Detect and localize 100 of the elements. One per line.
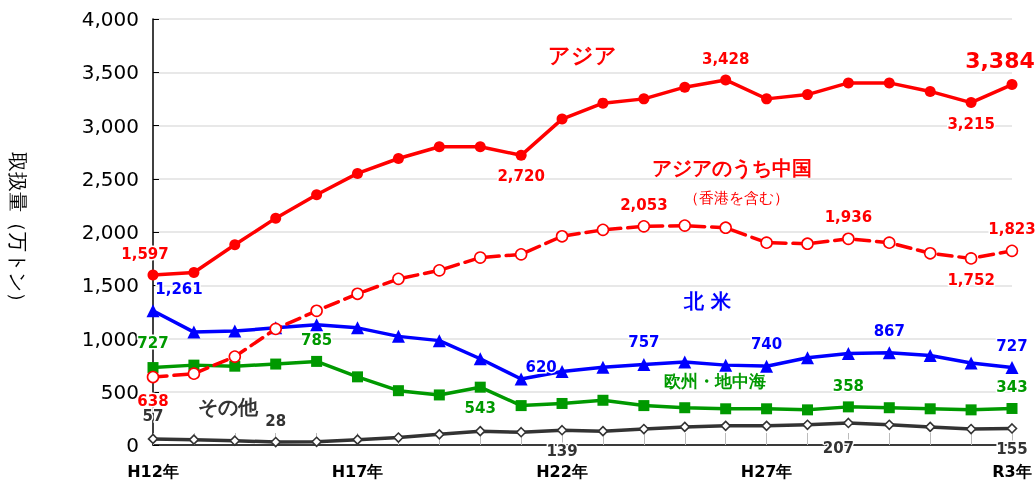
point (1006, 79, 1018, 91)
point (229, 239, 241, 251)
data-label: 740 (750, 335, 783, 354)
point (147, 269, 159, 281)
point (800, 351, 814, 365)
data-label: 358 (832, 376, 865, 395)
point (761, 403, 773, 415)
point (433, 264, 446, 277)
point (311, 355, 323, 367)
y-axis-title: 取扱量（万トン） (6, 152, 30, 312)
y-tick-label: 4,000 (81, 7, 139, 31)
y-tick-label: 500 (100, 379, 139, 404)
point (760, 236, 773, 249)
annotation: （香港を含む） (684, 188, 789, 207)
point (311, 189, 323, 201)
y-tick-label: 0 (126, 433, 139, 457)
point (432, 334, 446, 348)
point (392, 272, 405, 286)
point (760, 359, 774, 373)
point (473, 352, 487, 366)
point (310, 318, 324, 332)
data-label: 1,823 (988, 220, 1035, 239)
point (965, 423, 977, 435)
point (802, 419, 813, 431)
point (801, 404, 813, 416)
point (638, 93, 650, 105)
point (679, 81, 691, 93)
point (393, 432, 404, 443)
point (514, 372, 528, 386)
series-label: その他 (198, 395, 259, 419)
data-label: 3,384 (965, 47, 1035, 73)
point (474, 141, 486, 153)
point (351, 321, 365, 335)
data-label: 867 (873, 321, 905, 340)
y-tick-label: 3,000 (81, 113, 139, 138)
data-label: 1,936 (824, 208, 873, 227)
point (842, 232, 855, 246)
point (964, 252, 978, 265)
point (678, 219, 692, 232)
data-label: 543 (464, 399, 496, 418)
point (964, 356, 978, 370)
data-label: 727 (996, 336, 1028, 355)
point (311, 436, 322, 448)
point (229, 360, 241, 372)
point (146, 304, 160, 318)
point (188, 266, 200, 278)
point (473, 251, 487, 264)
point (679, 402, 691, 414)
point (883, 77, 895, 89)
point (719, 358, 733, 372)
point (434, 429, 445, 440)
text: アジアのうち中国 (652, 156, 812, 180)
data-label: 28 (265, 412, 287, 431)
point (719, 221, 732, 235)
point (555, 229, 569, 243)
point (187, 325, 201, 339)
point (597, 97, 609, 109)
point (146, 370, 160, 384)
point (352, 167, 364, 179)
point (188, 434, 200, 445)
y-tick-label: 3,500 (81, 60, 139, 85)
point (965, 404, 977, 416)
data-label: 785 (300, 331, 333, 350)
series-label: アジア (548, 42, 617, 68)
y-tick-label: 1,000 (81, 326, 139, 351)
x-tick-label: H27年 (740, 461, 793, 481)
point (270, 212, 282, 224)
point (841, 346, 855, 360)
data-label: 3,428 (701, 49, 750, 68)
point (229, 435, 241, 447)
point (720, 420, 731, 432)
point (596, 223, 610, 237)
y-tick-label: 2,500 (81, 166, 139, 191)
y-tick-label: 1,500 (81, 273, 139, 298)
point (555, 365, 569, 379)
point (1005, 361, 1019, 375)
data-label: 2,720 (497, 167, 545, 186)
point (556, 113, 568, 125)
point (1006, 402, 1018, 414)
point (883, 236, 896, 249)
point (474, 381, 486, 393)
point (761, 93, 773, 105)
point (597, 394, 609, 406)
point (678, 355, 692, 369)
point (352, 371, 364, 383)
point (514, 248, 528, 261)
data-label: 3,215 (947, 114, 995, 133)
point (638, 400, 650, 412)
point (392, 153, 404, 165)
point (842, 401, 854, 413)
point (1005, 244, 1019, 258)
point (556, 397, 568, 409)
data-label: 139 (546, 442, 578, 460)
data-label: 620 (525, 357, 557, 376)
data-label: 2,053 (620, 195, 668, 214)
point (515, 149, 527, 161)
data-label: 1,261 (155, 279, 203, 298)
point (720, 74, 732, 86)
point (924, 421, 936, 433)
point (392, 385, 404, 397)
